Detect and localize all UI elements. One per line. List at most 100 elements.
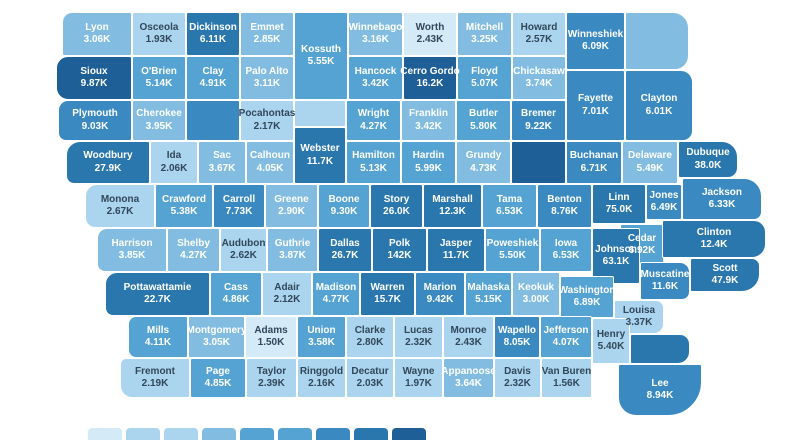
county-unlabeled-88[interactable]	[630, 334, 690, 364]
county-monroe[interactable]: Monroe 2.43K	[443, 316, 494, 358]
county-jasper[interactable]: Jasper 11.7K	[427, 228, 485, 272]
county-page[interactable]: Page 4.85K	[190, 358, 246, 398]
county-winneshiek[interactable]: Winneshiek 6.09K	[566, 12, 625, 70]
county-appanoose[interactable]: Appanoose 3.64K	[441, 358, 496, 398]
county-cerro-gordo[interactable]: Cerro Gordo 16.2K	[400, 56, 460, 100]
legend-swatch[interactable]	[392, 428, 426, 440]
county-ringgold[interactable]: Ringgold 2.16K	[297, 358, 346, 398]
county-bremer[interactable]: Bremer 9.22K	[511, 100, 566, 141]
legend-swatch[interactable]	[202, 428, 236, 440]
county-union[interactable]: Union 3.58K	[297, 316, 346, 358]
county-unlabeled-10[interactable]	[625, 12, 689, 70]
county-clinton[interactable]: Clinton 12.4K	[662, 220, 766, 258]
county-tama[interactable]: Tama 6.53K	[482, 184, 537, 228]
county-unlabeled-25[interactable]	[294, 100, 346, 127]
county-poweshiek[interactable]: Poweshiek 5.50K	[485, 228, 540, 272]
county-emmet[interactable]: Emmet 2.85K	[240, 12, 294, 56]
county-lucas[interactable]: Lucas 2.32K	[394, 316, 443, 358]
county-jones[interactable]: Jones 6.49K	[646, 184, 682, 220]
county-clayton[interactable]: Clayton 6.01K	[625, 70, 693, 141]
county-keokuk[interactable]: Keokuk 3.00K	[512, 272, 560, 316]
county-dubuque[interactable]: Dubuque 38.0K	[678, 141, 738, 178]
county-hardin[interactable]: Hardin 5.99K	[401, 141, 456, 184]
county-decatur[interactable]: Decatur 2.03K	[346, 358, 394, 398]
county-cass[interactable]: Cass 4.86K	[210, 272, 262, 316]
county-sioux[interactable]: Sioux 9.87K	[56, 56, 132, 100]
county-sac[interactable]: Sac 3.67K	[198, 141, 246, 184]
county-dallas[interactable]: Dallas 26.7K	[318, 228, 372, 272]
county-hamilton[interactable]: Hamilton 5.13K	[346, 141, 401, 184]
county-howard[interactable]: Howard 2.57K	[512, 12, 566, 56]
county-butler[interactable]: Butler 5.80K	[456, 100, 511, 141]
county-adair[interactable]: Adair 2.12K	[262, 272, 312, 316]
county-jefferson[interactable]: Jefferson 4.07K	[540, 316, 592, 358]
county-worth[interactable]: Worth 2.43K	[403, 12, 457, 56]
county-benton[interactable]: Benton 8.76K	[537, 184, 592, 228]
county-scott[interactable]: Scott 47.9K	[690, 258, 760, 292]
county-clay[interactable]: Clay 4.91K	[186, 56, 240, 100]
county-clarke[interactable]: Clarke 2.80K	[346, 316, 394, 358]
county-unlabeled-38[interactable]	[511, 141, 566, 184]
county-webster[interactable]: Webster 11.7K	[294, 127, 346, 184]
county-muscatine[interactable]: Muscatine 11.6K	[640, 262, 690, 300]
county-palo-alto[interactable]: Palo Alto 3.11K	[240, 56, 294, 100]
county-winnebago[interactable]: Winnebago 3.16K	[348, 12, 403, 56]
county-cherokee[interactable]: Cherokee 3.95K	[132, 100, 186, 141]
county-washington[interactable]: Washington 6.89K	[559, 276, 615, 318]
county-shelby[interactable]: Shelby 4.27K	[167, 228, 220, 272]
county-madison[interactable]: Madison 4.77K	[312, 272, 360, 316]
county-pottawattamie[interactable]: Pottawattamie 22.7K	[105, 272, 210, 316]
county-hancock[interactable]: Hancock 3.42K	[348, 56, 403, 100]
county-warren[interactable]: Warren 15.7K	[360, 272, 415, 316]
county-o-brien[interactable]: O'Brien 5.14K	[132, 56, 186, 100]
county-fayette[interactable]: Fayette 7.01K	[566, 70, 625, 141]
legend-swatch[interactable]	[354, 428, 388, 440]
county-monona[interactable]: Monona 2.67K	[85, 184, 155, 228]
county-buchanan[interactable]: Buchanan 6.71K	[566, 141, 622, 184]
county-mitchell[interactable]: Mitchell 3.25K	[457, 12, 512, 56]
county-wapello[interactable]: Wapello 8.05K	[494, 316, 540, 358]
county-lee[interactable]: Lee 8.94K	[618, 364, 702, 416]
legend-swatch[interactable]	[240, 428, 274, 440]
county-henry[interactable]: Henry 5.40K	[592, 318, 630, 364]
county-taylor[interactable]: Taylor 2.39K	[246, 358, 297, 398]
county-woodbury[interactable]: Woodbury 27.9K	[66, 141, 150, 184]
county-davis[interactable]: Davis 2.32K	[494, 358, 541, 398]
county-crawford[interactable]: Crawford 5.38K	[155, 184, 213, 228]
county-linn[interactable]: Linn 75.0K	[592, 184, 646, 224]
county-montgomery[interactable]: Montgomery 3.05K	[187, 316, 247, 358]
county-franklin[interactable]: Franklin 3.42K	[401, 100, 456, 141]
county-calhoun[interactable]: Calhoun 4.05K	[246, 141, 294, 184]
county-chickasaw[interactable]: Chickasaw 3.74K	[512, 56, 566, 100]
county-lyon[interactable]: Lyon 3.06K	[62, 12, 132, 56]
legend-swatch[interactable]	[278, 428, 312, 440]
county-greene[interactable]: Greene 2.90K	[265, 184, 318, 228]
county-mahaska[interactable]: Mahaska 5.15K	[465, 272, 512, 316]
county-story[interactable]: Story 26.0K	[370, 184, 423, 228]
county-plymouth[interactable]: Plymouth 9.03K	[58, 100, 132, 141]
county-wayne[interactable]: Wayne 1.97K	[394, 358, 443, 398]
legend-swatch[interactable]	[316, 428, 350, 440]
county-adams[interactable]: Adams 1.50K	[245, 316, 297, 358]
legend-swatch[interactable]	[164, 428, 198, 440]
county-delaware[interactable]: Delaware 5.49K	[622, 141, 678, 184]
county-audubon[interactable]: Audubon 2.62K	[220, 228, 267, 272]
county-harrison[interactable]: Harrison 3.85K	[97, 228, 167, 272]
county-ida[interactable]: Ida 2.06K	[150, 141, 198, 184]
county-polk[interactable]: Polk 142K	[372, 228, 427, 272]
county-iowa[interactable]: Iowa 6.53K	[540, 228, 592, 272]
county-carroll[interactable]: Carroll 7.73K	[213, 184, 265, 228]
county-marshall[interactable]: Marshall 12.3K	[423, 184, 482, 228]
county-osceola[interactable]: Osceola 1.93K	[132, 12, 186, 56]
county-wright[interactable]: Wright 4.27K	[346, 100, 401, 141]
county-kossuth[interactable]: Kossuth 5.55K	[294, 12, 348, 100]
county-boone[interactable]: Boone 9.30K	[318, 184, 370, 228]
county-grundy[interactable]: Grundy 4.73K	[456, 141, 511, 184]
county-mills[interactable]: Mills 4.11K	[128, 316, 188, 358]
county-van-buren[interactable]: Van Buren 1.56K	[541, 358, 592, 398]
legend-swatch[interactable]	[88, 428, 122, 440]
legend-swatch[interactable]	[126, 428, 160, 440]
county-fremont[interactable]: Fremont 2.19K	[120, 358, 190, 398]
county-unlabeled-23[interactable]	[186, 100, 240, 141]
county-guthrie[interactable]: Guthrie 3.87K	[267, 228, 318, 272]
